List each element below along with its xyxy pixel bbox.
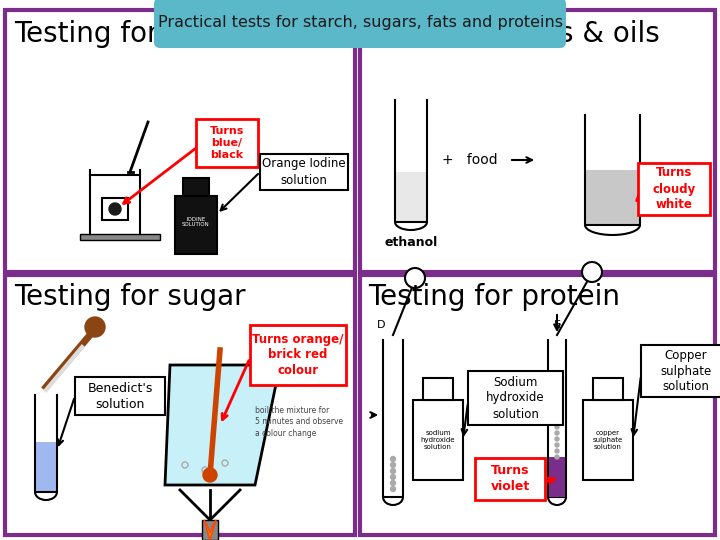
- Circle shape: [555, 431, 559, 435]
- Circle shape: [390, 487, 395, 491]
- Circle shape: [390, 456, 395, 462]
- Bar: [196, 119, 258, 167]
- Text: ethanol: ethanol: [384, 235, 438, 248]
- Bar: [641, 345, 720, 397]
- Circle shape: [390, 462, 395, 468]
- Text: copper
sulphate
solution: copper sulphate solution: [593, 430, 623, 450]
- Circle shape: [109, 203, 121, 215]
- Bar: [80, 234, 160, 240]
- Bar: [202, 520, 218, 540]
- Bar: [396, 172, 426, 222]
- Text: boil the mixture for
5 minutes and observe
a colour change: boil the mixture for 5 minutes and obser…: [255, 406, 343, 438]
- Bar: [250, 325, 346, 385]
- Text: Testing for protein: Testing for protein: [368, 283, 620, 311]
- Circle shape: [555, 455, 559, 459]
- Polygon shape: [204, 520, 216, 540]
- Bar: [586, 170, 639, 225]
- Text: Testing for sugar: Testing for sugar: [14, 283, 246, 311]
- Text: Practical tests for starch, sugars, fats and proteins: Practical tests for starch, sugars, fats…: [158, 16, 562, 30]
- Bar: [5, 10, 355, 272]
- Circle shape: [405, 268, 425, 288]
- Text: Sodium
hydroxide
solution: Sodium hydroxide solution: [486, 375, 545, 421]
- Bar: [360, 275, 715, 535]
- Text: IODINE
SOLUTION: IODINE SOLUTION: [182, 217, 210, 227]
- Bar: [413, 400, 463, 480]
- Bar: [583, 400, 633, 480]
- Bar: [638, 163, 710, 215]
- Bar: [175, 196, 217, 254]
- Text: Benedict's
solution: Benedict's solution: [87, 381, 153, 410]
- Polygon shape: [165, 365, 280, 485]
- Text: Copper
sulphate
solution: Copper sulphate solution: [660, 348, 711, 394]
- Bar: [468, 371, 563, 425]
- Text: Turns
violet: Turns violet: [490, 464, 530, 494]
- Bar: [5, 275, 355, 535]
- Circle shape: [390, 481, 395, 485]
- Circle shape: [203, 468, 217, 482]
- Text: Testing for fats & oils: Testing for fats & oils: [368, 20, 660, 48]
- Circle shape: [390, 475, 395, 480]
- Circle shape: [555, 443, 559, 447]
- Text: Turns
cloudy
white: Turns cloudy white: [652, 166, 696, 212]
- Circle shape: [582, 262, 602, 282]
- Bar: [102, 198, 128, 220]
- Bar: [75, 377, 165, 415]
- Text: E: E: [554, 320, 560, 330]
- Text: D: D: [377, 320, 385, 330]
- Circle shape: [85, 317, 105, 337]
- Bar: [549, 457, 565, 497]
- Bar: [36, 442, 56, 492]
- Circle shape: [555, 425, 559, 429]
- FancyBboxPatch shape: [154, 0, 566, 48]
- Circle shape: [390, 469, 395, 474]
- Bar: [475, 458, 545, 500]
- Text: +   food: + food: [442, 153, 498, 167]
- Circle shape: [555, 449, 559, 453]
- Text: Turns
blue/
black: Turns blue/ black: [210, 126, 244, 160]
- Bar: [423, 378, 453, 400]
- Circle shape: [555, 437, 559, 441]
- Bar: [593, 378, 623, 400]
- Bar: [360, 10, 715, 272]
- Text: Orange Iodine
solution: Orange Iodine solution: [262, 158, 346, 186]
- Text: Testing for starch: Testing for starch: [14, 20, 253, 48]
- Text: sodium
hydroxide
solution: sodium hydroxide solution: [420, 430, 455, 450]
- Bar: [183, 178, 209, 196]
- Bar: [260, 154, 348, 190]
- Text: Turns orange/
brick red
colour: Turns orange/ brick red colour: [252, 333, 343, 377]
